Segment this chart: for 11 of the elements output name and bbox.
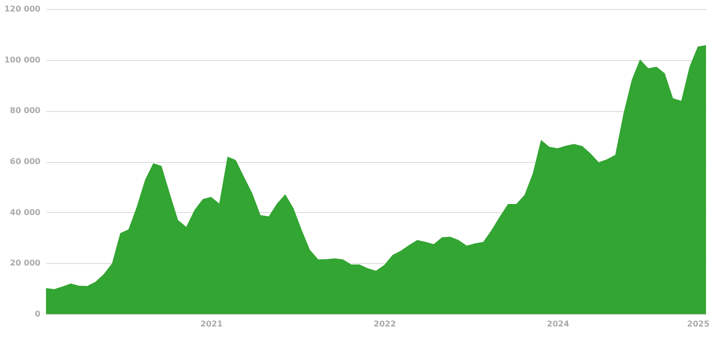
x-tick-label: 2024 [546,320,570,328]
y-tick-label: 20 000 [10,258,41,268]
y-tick-label: 0 [34,310,41,318]
y-tick-label: 60 000 [10,157,41,166]
x-tick-label: 2025 [687,320,710,328]
y-tick-label: 100 000 [4,55,41,64]
y-tick-label: 120 000 [4,4,41,14]
y-tick-label: 40 000 [10,208,41,217]
x-tick-label: 2021 [200,320,224,328]
y-tick-label: 80 000 [10,106,41,116]
x-tick-label: 2022 [374,320,396,328]
